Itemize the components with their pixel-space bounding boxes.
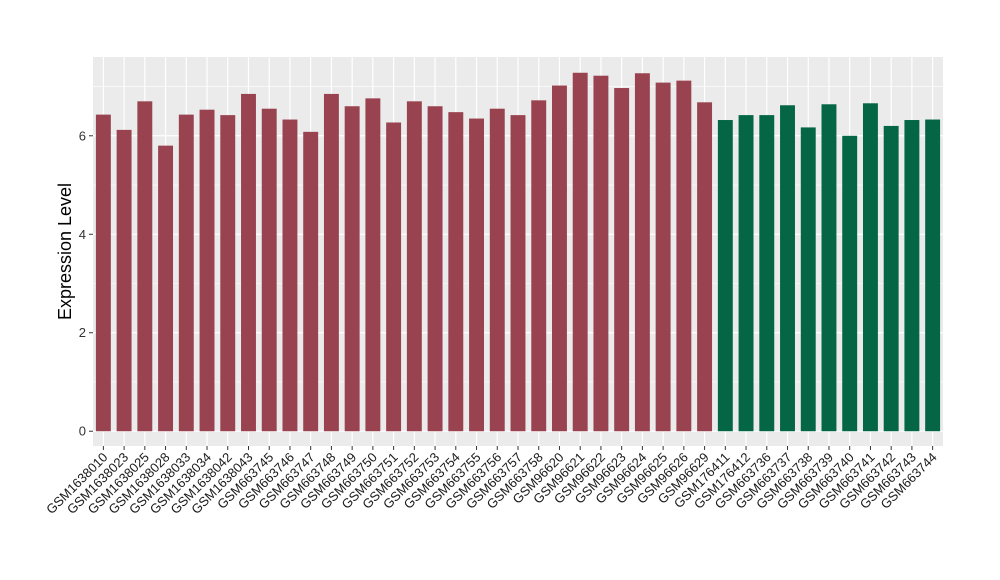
bar-GSM663743 xyxy=(904,120,920,432)
bar-GSM96622 xyxy=(593,75,609,432)
y-axis: 0 2 4 6 xyxy=(79,128,93,439)
bar-GSM96624 xyxy=(634,73,650,432)
bar-GSM663757 xyxy=(510,115,526,432)
bar-GSM663747 xyxy=(303,131,319,432)
bar-GSM663741 xyxy=(862,103,878,432)
bar-GSM663751 xyxy=(386,122,402,432)
bar-GSM663749 xyxy=(344,106,360,432)
bar-GSM663753 xyxy=(427,106,443,432)
bar-GSM663756 xyxy=(489,108,505,432)
y-axis-title: Expression Level xyxy=(55,183,75,320)
bar-GSM1638034 xyxy=(199,109,215,432)
bar-GSM96629 xyxy=(697,102,713,432)
bar-GSM1638028 xyxy=(158,145,174,432)
bar-GSM663755 xyxy=(469,118,484,432)
bar-GSM1638010 xyxy=(95,114,111,432)
bar-GSM663754 xyxy=(448,112,464,432)
bar-GSM663750 xyxy=(365,98,381,432)
bar-GSM1638025 xyxy=(137,101,153,432)
bar-GSM96621 xyxy=(572,72,588,432)
y-tick-label: 2 xyxy=(79,325,86,340)
bar-GSM1638043 xyxy=(241,93,256,432)
bar-GSM663738 xyxy=(800,127,816,432)
bar-GSM663739 xyxy=(821,104,837,432)
bar-GSM1638033 xyxy=(178,114,194,432)
bar-GSM663746 xyxy=(282,119,298,432)
bar-GSM176411 xyxy=(717,120,733,432)
bars xyxy=(95,72,941,432)
bar-GSM1638042 xyxy=(220,115,236,432)
bar-GSM96620 xyxy=(552,85,567,432)
bar-GSM1638023 xyxy=(116,129,132,432)
bar-GSM663744 xyxy=(925,119,941,432)
bar-GSM663758 xyxy=(531,100,547,432)
y-tick-label: 0 xyxy=(79,424,86,439)
bar-GSM663736 xyxy=(759,115,775,432)
bar-GSM663737 xyxy=(780,105,795,432)
bar-GSM663742 xyxy=(883,125,899,432)
bar-GSM96623 xyxy=(614,88,630,432)
bar-GSM663752 xyxy=(406,101,422,432)
bar-GSM96625 xyxy=(655,82,671,432)
bar-GSM663748 xyxy=(323,93,339,432)
bar-GSM96626 xyxy=(676,80,692,432)
bar-GSM663745 xyxy=(261,108,277,432)
y-tick-label: 4 xyxy=(79,227,86,242)
x-axis: GSM1638010GSM1638023GSM1638025GSM1638028… xyxy=(43,446,940,517)
y-tick-label: 6 xyxy=(79,128,86,143)
bar-GSM176412 xyxy=(738,115,754,432)
bar-GSM663740 xyxy=(842,135,858,432)
